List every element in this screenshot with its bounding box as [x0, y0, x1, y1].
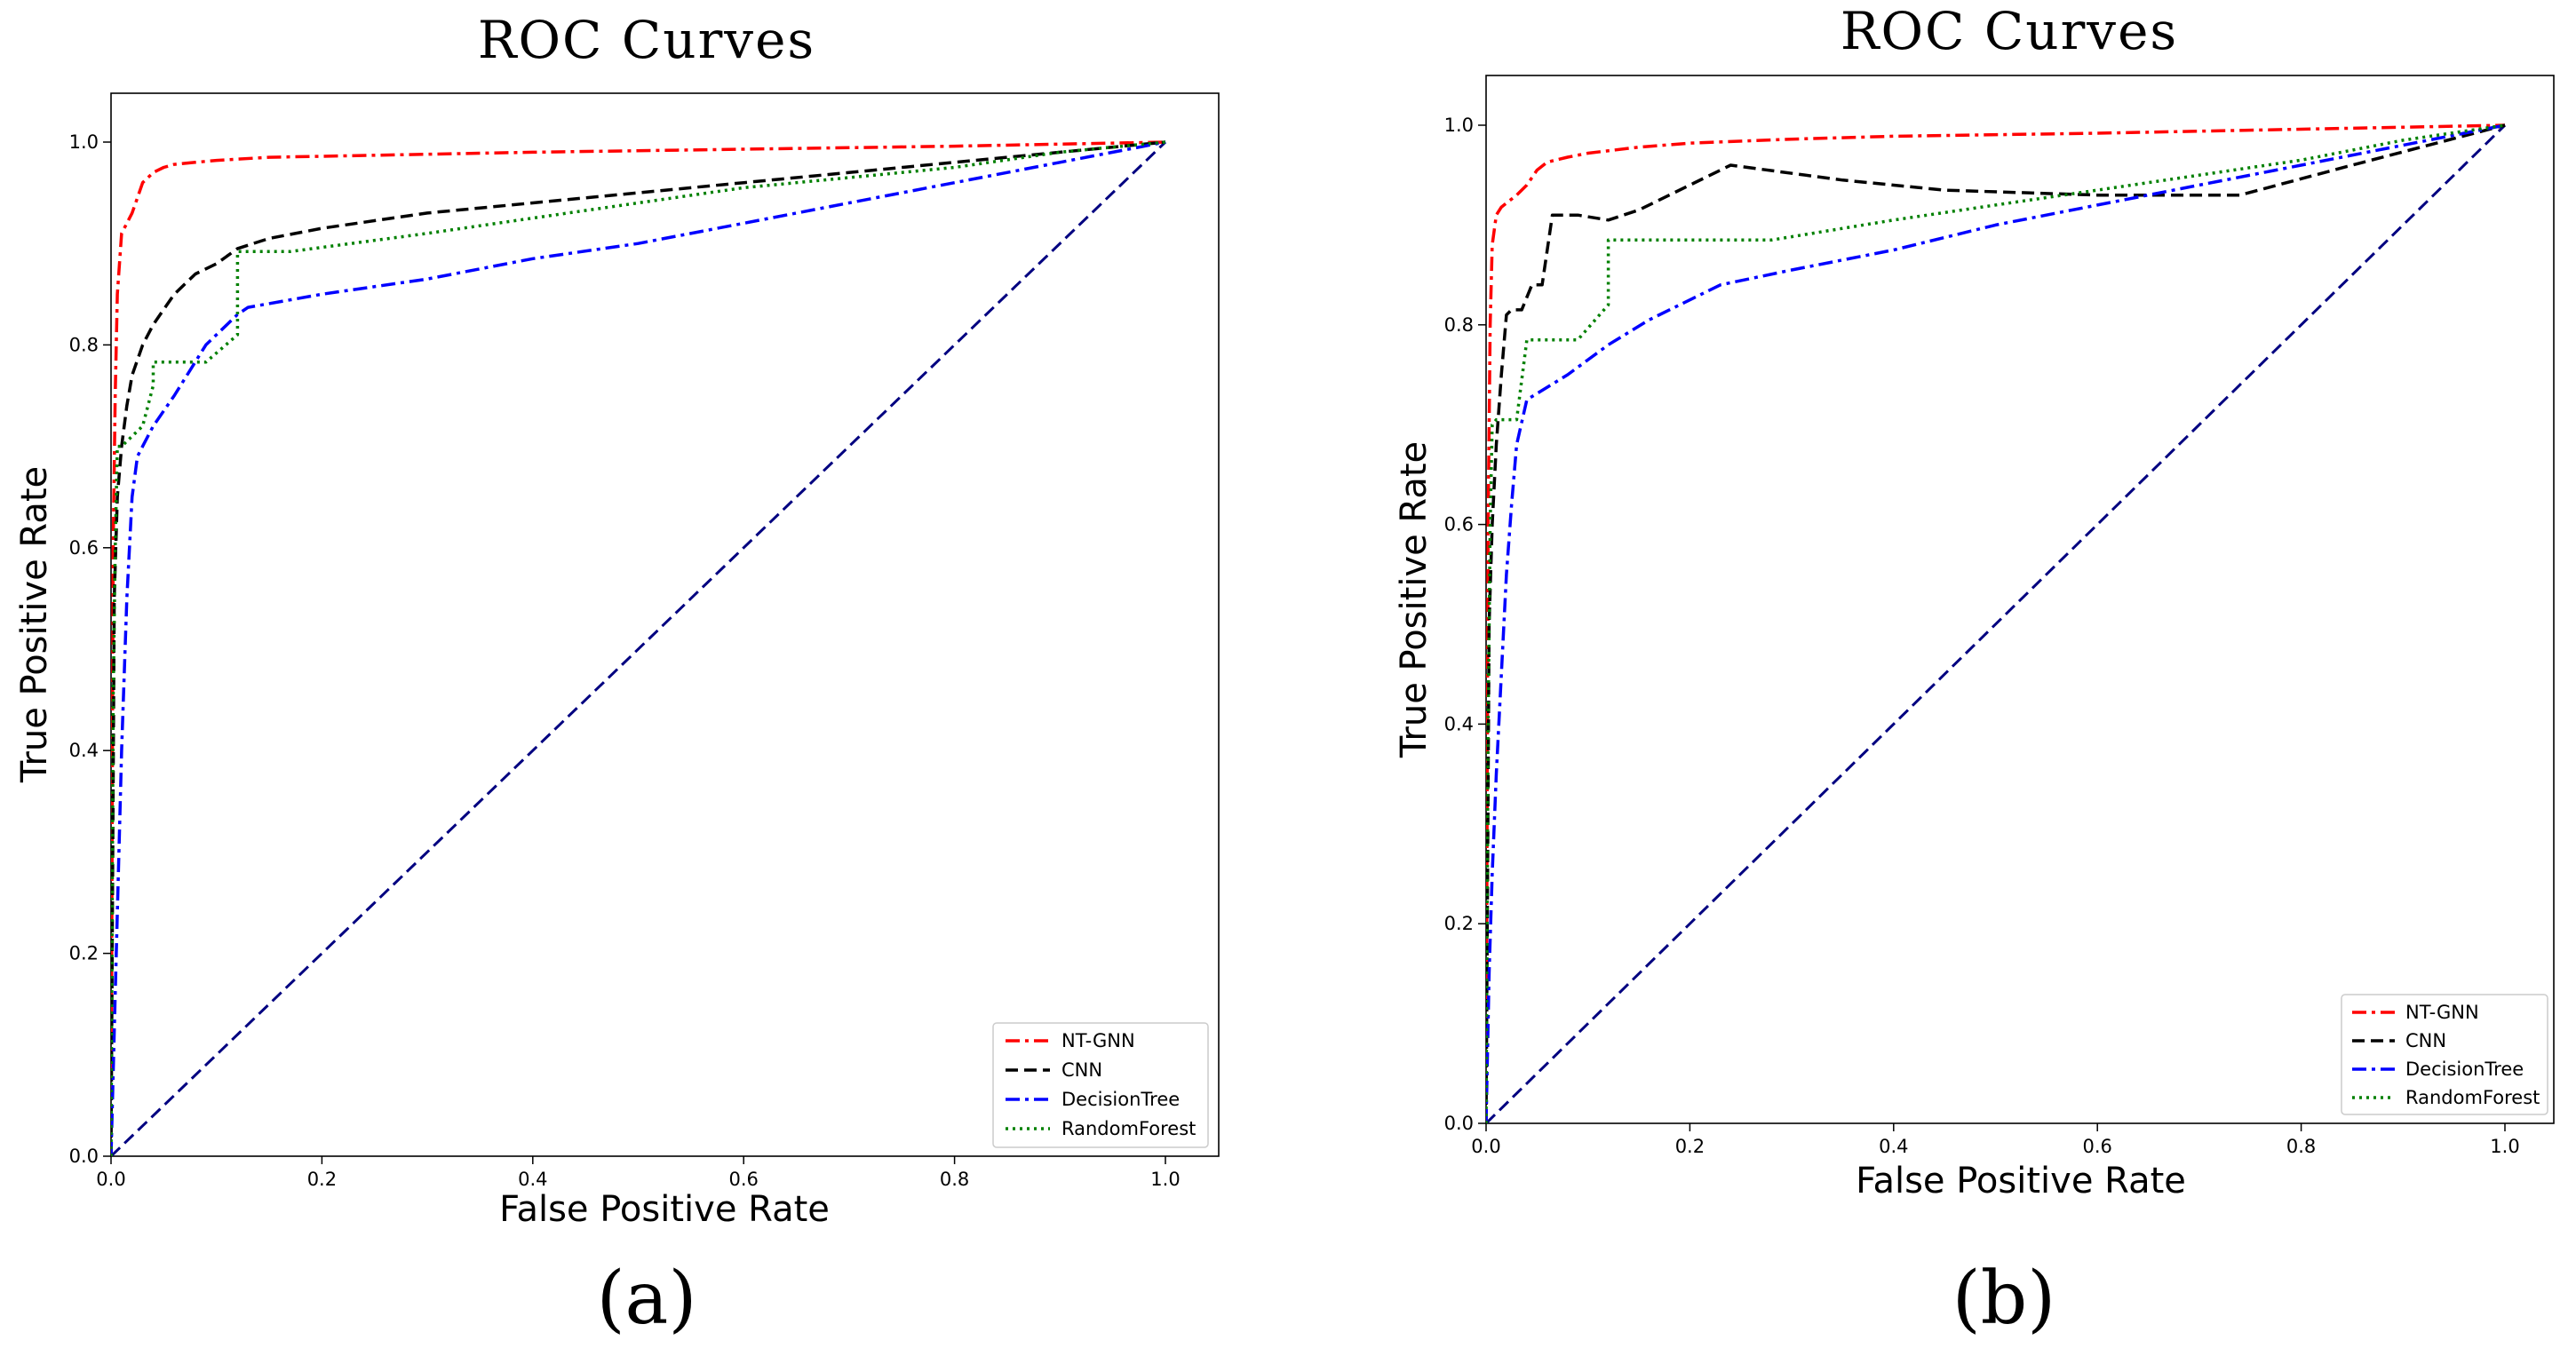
axis-ticks: 0.0 0.2 0.4 0.6 0.8 1.0 0.0 0.2 0.4 0.6 0.8 1.0 [69, 131, 1181, 1190]
plot-frame [110, 92, 1220, 1157]
series-line-decisiontree [1486, 123, 2506, 1123]
legend-label-cnn: CNN [1061, 1059, 1102, 1081]
y-tick-label: 0.6 [1444, 514, 1474, 535]
legend-label-nt-gnn: NT-GNN [1061, 1030, 1135, 1051]
y-tick-label: 1.0 [1444, 115, 1474, 136]
y-tick-label: 1.0 [69, 131, 99, 153]
x-tick-label: 0.8 [2286, 1136, 2316, 1157]
x-tick-label: 0.0 [1471, 1136, 1500, 1157]
legend-label-randomforest: RandomForest [1061, 1118, 1196, 1139]
x-axis-label: False Positive Rate [1856, 1161, 2186, 1201]
x-tick-label: 0.6 [728, 1169, 758, 1190]
x-tick-label: 0.8 [940, 1169, 969, 1190]
plot-area [111, 140, 1167, 1156]
x-tick-label: 0.2 [1675, 1136, 1705, 1157]
legend-box [2341, 994, 2548, 1115]
y-tick-label: 0.0 [69, 1146, 99, 1167]
legend-label-randomforest: RandomForest [2405, 1087, 2540, 1108]
y-axis-label: True Positive Rate [1394, 441, 1435, 758]
y-tick-label: 0.0 [1444, 1113, 1474, 1134]
y-tick-label: 0.4 [69, 740, 99, 761]
x-tick-label: 1.0 [1150, 1169, 1180, 1190]
legend: NT-GNN CNN DecisionTree RandomForest [992, 1022, 1209, 1148]
y-tick-label: 0.4 [1444, 713, 1474, 734]
legend-label-decisiontree: DecisionTree [1061, 1089, 1180, 1110]
x-tick-label: 0.0 [96, 1169, 125, 1190]
x-tick-label: 0.4 [1879, 1136, 1908, 1157]
series-line-chance-line [1486, 123, 2507, 1123]
y-tick-label: 0.8 [69, 334, 99, 355]
series-line-nt-gnn [1486, 123, 2506, 1123]
x-axis-label: False Positive Rate [499, 1189, 830, 1230]
y-tick-label: 0.8 [1444, 314, 1474, 336]
series-line-randomforest [111, 140, 1166, 1156]
y-tick-label: 0.6 [69, 537, 99, 559]
legend-label-cnn: CNN [2405, 1030, 2446, 1051]
y-tick-label: 0.2 [69, 943, 99, 964]
legend-label-nt-gnn: NT-GNN [2405, 1002, 2479, 1023]
x-tick-label: 0.2 [307, 1169, 337, 1190]
roc-panel-a: ROC Curves 0.0 0.2 0.4 0.6 0.8 1.00.00.20.40.… [14, 10, 1220, 1341]
x-tick-label: 0.4 [518, 1169, 547, 1190]
series-line-nt-gnn [111, 140, 1166, 1156]
legend: NT-GNN CNN DecisionTree RandomForest [2341, 994, 2548, 1115]
x-tick-label: 1.0 [2490, 1136, 2519, 1157]
panel-label-b: (b) [1952, 1257, 2055, 1341]
y-axis-label: True Positive Rate [14, 466, 55, 783]
series-line-cnn [1486, 123, 2506, 1123]
axis-ticks: 0.0 0.2 0.4 0.6 0.8 1.0 0.0 0.2 0.4 0.6 0.8 1.0 [1444, 115, 2520, 1157]
legend-box [992, 1022, 1209, 1148]
chart-title: ROC Curves [1841, 1, 2178, 61]
legend-label-decisiontree: DecisionTree [2405, 1059, 2524, 1080]
x-tick-label: 0.6 [2082, 1136, 2111, 1157]
series-line-decisiontree [111, 140, 1166, 1156]
panel-label-a: (a) [597, 1257, 697, 1341]
plot-area [1486, 123, 2507, 1123]
plot-frame [1485, 75, 2555, 1124]
series-line-chance-line [111, 140, 1167, 1156]
y-tick-label: 0.2 [1444, 913, 1474, 934]
roc-panel-b: ROC Curves 0.0 0.2 0.4 0.6 0.8 1.00.00.20.40.… [1394, 1, 2555, 1341]
series-line-cnn [111, 140, 1166, 1156]
chart-title: ROC Curves [478, 10, 815, 70]
